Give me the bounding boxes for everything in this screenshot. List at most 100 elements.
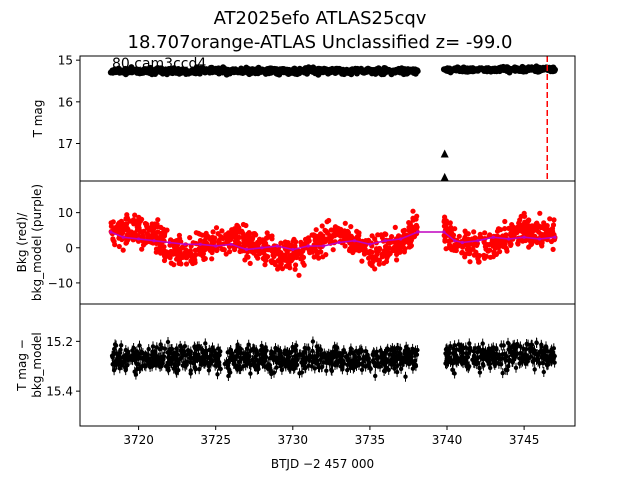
bkg-point [345, 230, 351, 236]
data-point [262, 349, 267, 354]
data-point [321, 360, 326, 365]
data-point [213, 354, 219, 359]
bkg-point [255, 255, 261, 261]
bkg-point [518, 213, 524, 219]
data-point [115, 358, 120, 363]
bkg-point [449, 247, 455, 253]
bkg-point [192, 247, 198, 253]
bkg-point [213, 225, 220, 231]
data-point [126, 351, 131, 356]
bkg-model-point [368, 242, 372, 246]
bkg-point [236, 234, 242, 240]
data-point [395, 363, 400, 369]
data-point [551, 356, 556, 361]
bkg-point [136, 214, 142, 220]
bkg-model-point [442, 230, 446, 234]
data-point [162, 346, 168, 351]
data-point [287, 366, 292, 371]
bkg-point [162, 230, 168, 236]
bkg-point [110, 219, 116, 225]
bkg-point [502, 218, 508, 225]
data-point [148, 360, 153, 365]
bkg-model-point [476, 239, 480, 243]
bkg-point [209, 249, 215, 256]
bkg-point [292, 266, 298, 272]
data-point [403, 374, 408, 379]
data-point [331, 355, 336, 360]
data-point [534, 357, 539, 363]
data-point [444, 346, 449, 351]
bkg-point [247, 238, 254, 244]
bkg-point [212, 235, 218, 241]
data-point [310, 355, 316, 360]
bkg-point [494, 228, 501, 234]
data-point [137, 343, 142, 348]
data-point [166, 355, 171, 360]
bkg-point [160, 250, 166, 256]
bkg-point [298, 251, 304, 257]
data-point [197, 358, 203, 363]
bkg-point [467, 259, 473, 265]
bkg-point [262, 262, 268, 268]
data-point [257, 360, 262, 365]
bkg-point [531, 224, 537, 230]
data-point [134, 356, 139, 361]
data-point [409, 349, 414, 355]
bkg-point [161, 226, 167, 232]
data-point [192, 344, 197, 349]
data-point [226, 358, 231, 364]
bkg-point [270, 259, 276, 265]
bkg-point [267, 247, 273, 253]
data-point [112, 362, 118, 367]
data-point [494, 352, 500, 357]
bkg-point [209, 256, 215, 262]
data-point [206, 368, 212, 373]
data-point [481, 352, 487, 357]
data-point [279, 367, 285, 373]
bkg-point [154, 221, 160, 227]
bkg-point [251, 250, 257, 256]
bkg-model-point [229, 242, 233, 246]
y-tick-label: 15.2 [46, 335, 73, 349]
bkg-point [510, 226, 516, 232]
bkg-point [465, 236, 471, 242]
bkg-point [236, 225, 242, 231]
bkg-point [183, 247, 189, 253]
bkg-point [219, 246, 225, 252]
y-tick-label: 10 [58, 206, 73, 220]
data-point [389, 360, 394, 365]
bkg-model-point [553, 235, 557, 239]
bkg-point [275, 251, 281, 257]
bkg-model-point [337, 240, 341, 245]
bkg-point [394, 240, 400, 246]
data-point [323, 353, 329, 358]
bkg-point [192, 260, 198, 266]
bkg-point [539, 241, 545, 247]
data-point [271, 357, 276, 363]
data-point [232, 361, 237, 366]
data-point [545, 349, 551, 354]
bkg-point [475, 255, 481, 261]
bkg-model-point [198, 242, 202, 246]
data-point [481, 363, 486, 368]
x-tick-label: 3725 [200, 433, 231, 447]
data-point [384, 348, 390, 353]
bkg-model-line [110, 231, 556, 251]
bkg-model-point [399, 237, 403, 241]
bkg-point [410, 217, 416, 223]
bkg-point [452, 226, 458, 232]
data-point [529, 343, 534, 348]
x-tick-label: 3720 [123, 433, 154, 447]
bkg-point [517, 226, 523, 233]
data-point [110, 354, 115, 360]
data-point [297, 371, 302, 376]
bkg-point [210, 229, 216, 235]
data-point [505, 340, 511, 346]
data-point [225, 350, 230, 355]
plot-area [107, 56, 558, 181]
data-point [471, 353, 477, 359]
data-point [230, 351, 235, 356]
data-point [449, 358, 454, 363]
bkg-point [314, 234, 320, 241]
data-point [460, 360, 466, 366]
